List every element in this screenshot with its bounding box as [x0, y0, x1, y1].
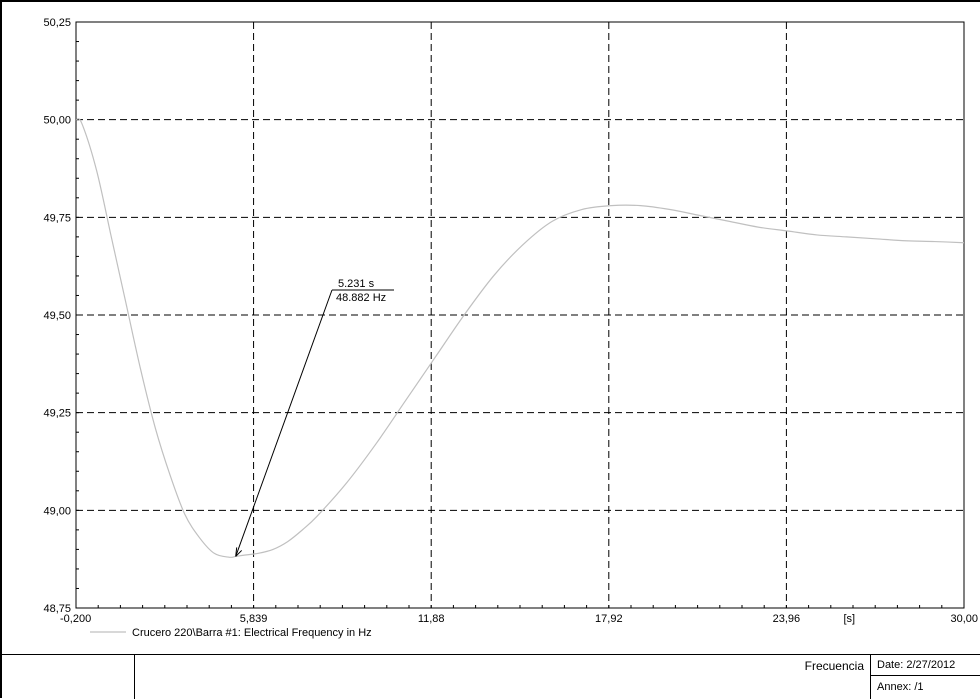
- y-tick-label: 50,00: [43, 115, 71, 127]
- grid: [76, 22, 964, 608]
- title-block-diagram-cell: Frecuencia: [135, 655, 871, 699]
- y-tick-label: 48,75: [43, 603, 71, 615]
- x-axis-label: [s]: [844, 613, 856, 625]
- y-tick-label: 50,25: [43, 17, 71, 29]
- y-tick-label: 49,25: [43, 408, 71, 420]
- title-block-empty-cell: [2, 655, 135, 699]
- legend: Crucero 220\Barra #1: Electrical Frequen…: [90, 627, 372, 639]
- x-tick-label: 30,00: [950, 613, 978, 625]
- x-tick-label: 23,96: [773, 613, 801, 625]
- annex-line: Annex: /1: [877, 681, 924, 693]
- x-tick-label: 11,88: [418, 613, 445, 625]
- diagram-name: Frecuencia: [804, 659, 864, 673]
- date-value: 2/27/2012: [906, 659, 956, 671]
- y-tick-label: 49,50: [43, 310, 71, 322]
- annotation-time-label: 5.231 s: [338, 278, 375, 290]
- frequency-chart: 48,75 49,00 49,25 49,50 49,75 50,00 50,25 -0,20…: [43, 17, 978, 639]
- series-layer: [75, 118, 965, 558]
- annex-value: /1: [914, 681, 924, 693]
- annotation-leader-line: [235, 289, 333, 557]
- annotation-arrowhead: [235, 547, 243, 557]
- x-tick-label: 17,92: [595, 613, 623, 625]
- date-line: Date: 2/27/2012: [877, 659, 955, 671]
- axes: 48,75 49,00 49,25 49,50 49,75 50,00 50,25 -0,20…: [43, 17, 978, 625]
- annex-label: Annex:: [877, 681, 912, 693]
- date-label: Date:: [877, 659, 904, 671]
- y-tick-label: 49,00: [43, 505, 71, 517]
- y-tick-label: 49,75: [43, 212, 71, 224]
- title-block: Frecuencia Date: 2/27/2012 Annex: /1: [2, 654, 980, 699]
- date-separator: [871, 675, 980, 676]
- frequency-series-line: [75, 118, 965, 558]
- annotation-layer: 5.231 s 48.882 Hz: [235, 278, 394, 557]
- x-tick-label: 5,839: [240, 613, 268, 625]
- title-block-info-cell: Date: 2/27/2012 Annex: /1: [871, 655, 980, 699]
- x-tick-label: -0,200: [60, 613, 91, 625]
- legend-label: Crucero 220\Barra #1: Electrical Frequen…: [132, 627, 372, 639]
- annotation-value-label: 48.882 Hz: [336, 292, 386, 304]
